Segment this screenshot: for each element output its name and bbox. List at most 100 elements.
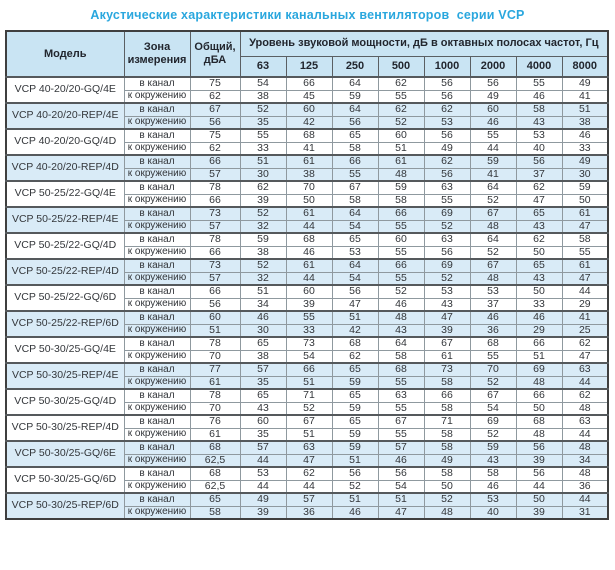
level-cell: 58: [331, 141, 379, 156]
level-cell: 41: [561, 89, 609, 104]
level-cell: 55: [285, 310, 333, 325]
model-cell: VCP 50-30/25-REP/4E: [5, 362, 125, 390]
level-cell: 55: [515, 76, 563, 91]
model-cell: VCP 50-25/22-GQ/6D: [5, 284, 125, 312]
level-cell: 25: [561, 323, 609, 338]
total-dba-cell: 56: [189, 297, 241, 312]
header-frequency-group: Уровень звуковой мощности, дБ в октавных…: [239, 30, 609, 57]
level-cell: 44: [285, 479, 333, 494]
level-cell: 46: [331, 505, 379, 520]
total-dba-cell: 65: [189, 492, 241, 507]
model-cell: VCP 50-30/25-GQ/6D: [5, 466, 125, 494]
level-cell: 29: [561, 297, 609, 312]
level-cell: 41: [469, 167, 517, 182]
level-cell: 43: [469, 453, 517, 468]
header-zone: Зона измерения: [123, 30, 191, 78]
level-cell: 73: [423, 362, 471, 377]
table-row: VCP 50-25/22-REP/4E в канал 73 52 61 64 66 69 67…: [5, 206, 609, 234]
level-cell: 59: [331, 375, 379, 390]
level-cell: 68: [377, 362, 425, 377]
level-cell: 66: [377, 206, 425, 221]
level-cell: 54: [377, 479, 425, 494]
level-cell: 36: [469, 323, 517, 338]
level-cell: 66: [377, 258, 425, 273]
level-cell: 61: [285, 154, 333, 169]
level-cell: 52: [377, 284, 425, 299]
level-cell: 52: [331, 479, 379, 494]
level-cell: 56: [423, 167, 471, 182]
table-header: Модель Зона измерения Общий, дБА Уровень…: [5, 30, 609, 78]
level-cell: 61: [377, 154, 425, 169]
level-cell: 48: [515, 375, 563, 390]
level-cell: 68: [469, 336, 517, 351]
level-cell: 55: [377, 271, 425, 286]
level-cell: 44: [285, 219, 333, 234]
level-cell: 58: [469, 466, 517, 481]
model-cell: VCP 40-20/20-REP/4E: [5, 102, 125, 130]
level-cell: 49: [469, 89, 517, 104]
zone-cell: в канал: [123, 102, 191, 117]
zone-cell: к окружению: [123, 401, 191, 416]
total-dba-cell: 76: [189, 414, 241, 429]
level-cell: 65: [331, 232, 379, 247]
level-cell: 34: [239, 297, 287, 312]
level-cell: 43: [239, 401, 287, 416]
level-cell: 59: [561, 180, 609, 195]
level-cell: 61: [285, 258, 333, 273]
table-row: к окружению 62 38 45 59 55 56 49 46 41: [6, 89, 609, 104]
level-cell: 62: [377, 102, 425, 117]
level-cell: 58: [423, 427, 471, 442]
level-cell: 53: [331, 245, 379, 260]
total-dba-cell: 66: [189, 154, 241, 169]
table-row: VCP 50-30/25-GQ/6D в канал 68 53 62 56 56 58 58 5…: [5, 466, 609, 494]
model-cell: VCP 40-20/20-REP/4D: [5, 154, 125, 182]
zone-cell: к окружению: [123, 297, 191, 312]
level-cell: 65: [239, 388, 287, 403]
level-cell: 60: [239, 414, 287, 429]
total-dba-cell: 62,5: [189, 453, 241, 468]
table-row: к окружению 57 30 38 55 48 56 41 37 30: [6, 167, 609, 182]
level-cell: 50: [285, 193, 333, 208]
level-cell: 39: [285, 297, 333, 312]
level-cell: 62: [515, 180, 563, 195]
level-cell: 66: [515, 388, 563, 403]
level-cell: 54: [469, 401, 517, 416]
model-cell: VCP 50-30/25-GQ/4D: [5, 388, 125, 416]
level-cell: 64: [331, 102, 379, 117]
level-cell: 44: [515, 479, 563, 494]
level-cell: 67: [285, 414, 333, 429]
zone-cell: в канал: [123, 466, 191, 481]
level-cell: 44: [285, 271, 333, 286]
model-cell: VCP 50-25/22-REP/4E: [5, 206, 125, 234]
level-cell: 69: [469, 414, 517, 429]
level-cell: 63: [423, 232, 471, 247]
level-cell: 42: [285, 115, 333, 130]
level-cell: 49: [561, 154, 609, 169]
level-cell: 38: [239, 349, 287, 364]
level-cell: 38: [239, 89, 287, 104]
level-cell: 65: [331, 388, 379, 403]
total-dba-cell: 58: [189, 505, 241, 520]
header-freq-1000: 1000: [423, 55, 471, 78]
model-cell: VCP 50-25/22-GQ/4D: [5, 232, 125, 260]
level-cell: 55: [377, 219, 425, 234]
table-row: VCP 40-20/20-REP/4E в канал 67 52 60 64 62 62 60…: [5, 102, 609, 130]
level-cell: 58: [515, 102, 563, 117]
zone-cell: к окружению: [123, 245, 191, 260]
level-cell: 52: [423, 271, 471, 286]
level-cell: 41: [285, 141, 333, 156]
total-dba-cell: 60: [189, 310, 241, 325]
level-cell: 50: [515, 492, 563, 507]
model-cell: VCP 40-20/20-GQ/4D: [5, 128, 125, 156]
level-cell: 67: [423, 336, 471, 351]
level-cell: 55: [561, 245, 609, 260]
level-cell: 51: [561, 102, 609, 117]
level-cell: 30: [239, 323, 287, 338]
total-dba-cell: 78: [189, 180, 241, 195]
zone-cell: к окружению: [123, 89, 191, 104]
zone-cell: в канал: [123, 492, 191, 507]
level-cell: 70: [469, 362, 517, 377]
page-title: Акустические характеристики канальных ве…: [90, 8, 525, 22]
level-cell: 68: [515, 414, 563, 429]
header-freq-8000: 8000: [561, 55, 609, 78]
